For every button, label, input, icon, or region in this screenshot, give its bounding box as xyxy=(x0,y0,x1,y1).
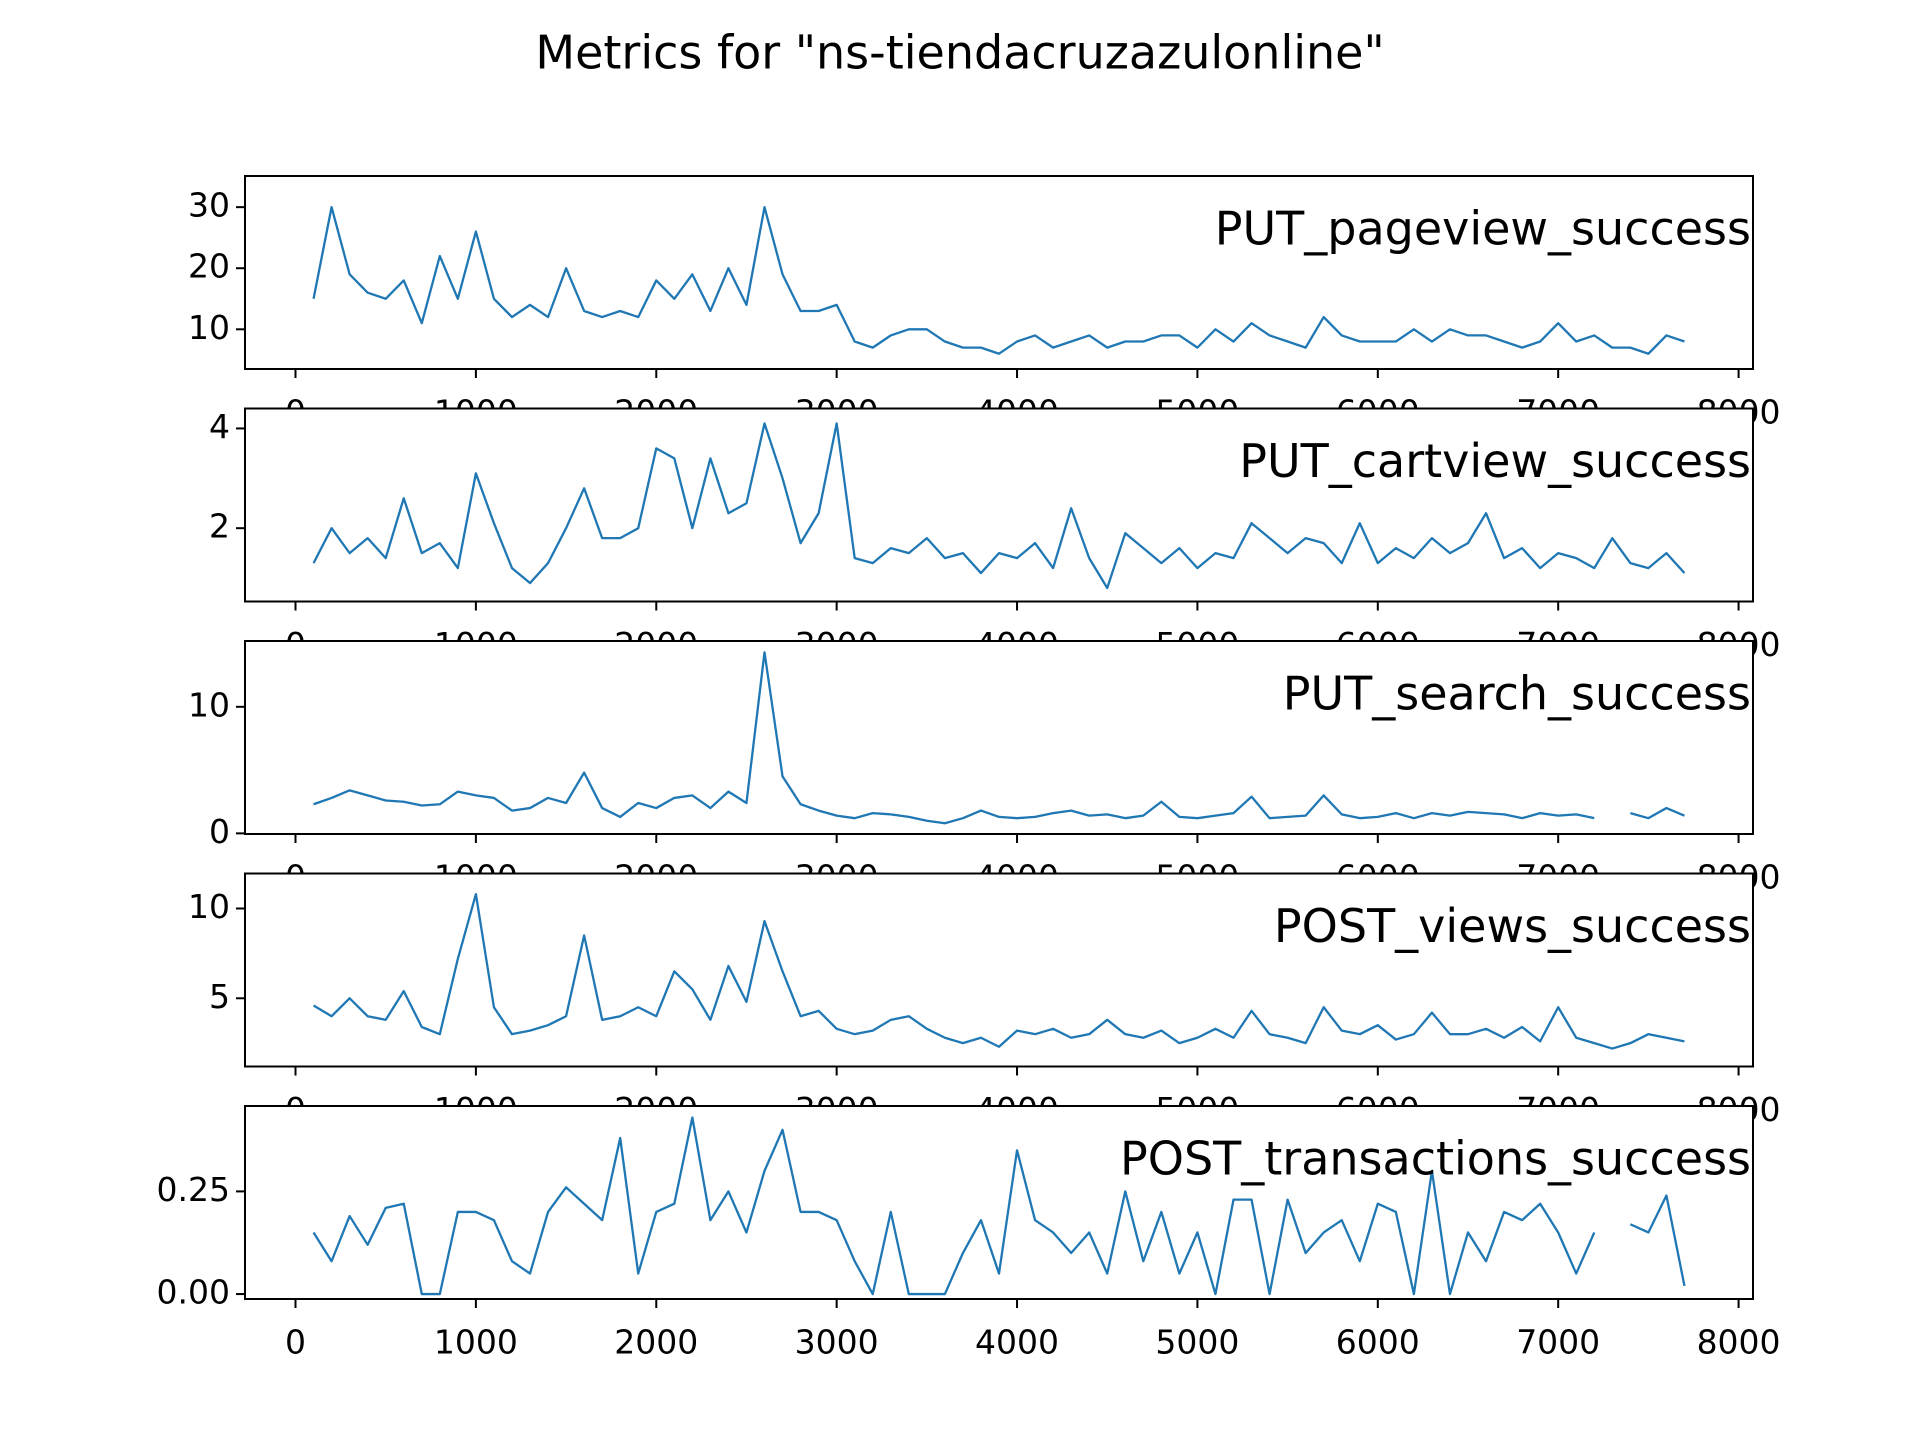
axes-frame xyxy=(244,872,1754,1068)
data-line xyxy=(313,651,1685,825)
x-tick-label: 4000 xyxy=(975,1323,1059,1362)
y-tick-label: 4 xyxy=(209,407,230,446)
y-tick-label: 0.00 xyxy=(157,1273,230,1312)
data-line xyxy=(312,1116,1686,1296)
y-tick-label: 20 xyxy=(188,247,230,286)
series-label: PUT_cartview_success xyxy=(1239,434,1751,488)
y-tick-label: 2 xyxy=(209,507,230,546)
y-tick-label: 10 xyxy=(188,308,230,347)
data-line xyxy=(312,422,1686,590)
series-label: POST_views_success xyxy=(1274,899,1751,953)
axes-frame xyxy=(244,640,1754,835)
x-tick-label: 1000 xyxy=(434,1323,518,1362)
x-tick-label: 7000 xyxy=(1516,1323,1600,1362)
data-line xyxy=(312,893,1685,1050)
axes-frame xyxy=(244,175,1754,370)
y-tick-label: 30 xyxy=(188,186,230,225)
axes-background xyxy=(245,641,1753,834)
x-tick-label: 8000 xyxy=(1697,1323,1781,1362)
axes-background xyxy=(245,408,1753,602)
axes-frame xyxy=(244,1105,1754,1300)
y-tick-label: 10 xyxy=(188,685,230,724)
x-tick-label: 5000 xyxy=(1155,1323,1239,1362)
series-label: PUT_pageview_success xyxy=(1215,202,1751,256)
axes-background xyxy=(245,873,1753,1067)
x-tick-label: 2000 xyxy=(614,1323,698,1362)
data-line xyxy=(312,206,1685,355)
y-tick-label: 0.25 xyxy=(157,1170,230,1209)
x-tick-label: 6000 xyxy=(1336,1323,1420,1362)
y-tick-label: 10 xyxy=(188,887,230,926)
figure-title: Metrics for "ns-tiendacruzazulonline" xyxy=(535,26,1384,80)
x-tick-label: 0 xyxy=(285,1323,306,1362)
y-tick-label: 5 xyxy=(209,977,230,1016)
x-tick-label: 3000 xyxy=(795,1323,879,1362)
axes-frame xyxy=(244,407,1754,603)
series-label: PUT_search_success xyxy=(1283,667,1751,721)
axes-background xyxy=(245,176,1753,369)
series-label: POST_transactions_success xyxy=(1120,1132,1751,1186)
y-tick-label: 0 xyxy=(209,812,230,851)
